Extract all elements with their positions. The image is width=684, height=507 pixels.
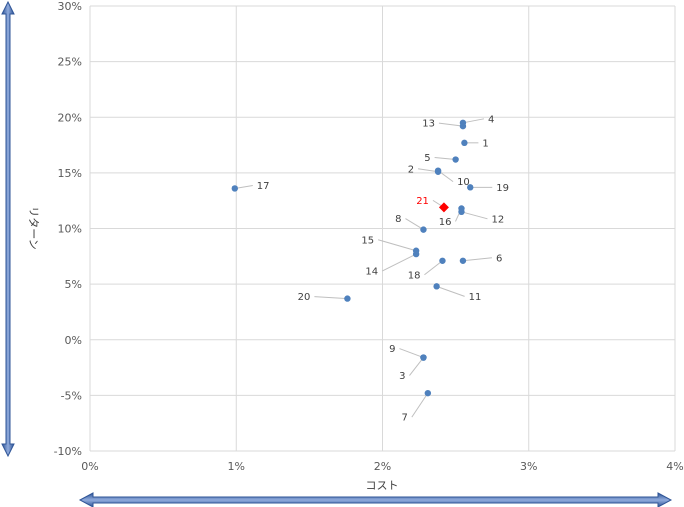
y-axis-double-arrow xyxy=(1,0,15,458)
leader-line xyxy=(377,239,417,252)
data-label-17: 17 xyxy=(257,181,270,192)
leader-line xyxy=(462,118,485,124)
leader-line xyxy=(461,211,488,220)
y-tick-labels: 30% 25% 20% 15% 10% 5% 0% -5% -10% xyxy=(54,0,82,458)
x-tick-label: 2% xyxy=(374,460,391,473)
data-label-1: 1 xyxy=(482,138,488,149)
data-point-9 xyxy=(420,354,427,361)
data-point-20 xyxy=(344,295,351,302)
leader-line xyxy=(434,157,456,161)
leader-line xyxy=(462,257,492,262)
data-point-19 xyxy=(467,184,474,191)
x-tick-label: 3% xyxy=(520,460,537,473)
leader-line xyxy=(411,392,429,418)
data-point-17 xyxy=(231,185,238,192)
data-points xyxy=(231,119,474,397)
leader-line xyxy=(424,260,443,276)
y-axis-title: リターン xyxy=(27,206,40,249)
data-label-12: 12 xyxy=(491,214,504,225)
data-label-8: 8 xyxy=(395,214,401,225)
x-axis-title: コスト xyxy=(366,479,399,492)
x-axis-double-arrow xyxy=(78,492,673,507)
data-point-5 xyxy=(452,156,459,163)
y-tick-label: 0% xyxy=(65,334,82,347)
data-label-21: 21 xyxy=(416,196,429,207)
x-tick-labels: 0% 1% 2% 3% 4% xyxy=(81,460,683,473)
y-tick-label: 20% xyxy=(58,111,82,124)
data-label-10: 10 xyxy=(457,177,470,188)
data-label-13: 13 xyxy=(422,119,435,130)
data-label-18: 18 xyxy=(408,270,421,281)
gridlines xyxy=(89,5,676,452)
data-label-3: 3 xyxy=(399,371,405,382)
leader-line xyxy=(438,122,463,127)
x-tick-label: 1% xyxy=(228,460,245,473)
data-label-15: 15 xyxy=(361,235,374,246)
data-label-14: 14 xyxy=(365,267,378,278)
data-point-8 xyxy=(420,226,427,233)
leader-line xyxy=(436,285,465,297)
data-point-6 xyxy=(459,257,467,264)
data-label-19: 19 xyxy=(496,183,509,194)
highlight-point-21 xyxy=(438,202,449,213)
y-tick-label: 10% xyxy=(58,223,82,236)
y-tick-label: 5% xyxy=(65,278,82,291)
data-label-7: 7 xyxy=(401,413,407,424)
data-label-4: 4 xyxy=(488,114,494,125)
data-point-1 xyxy=(461,139,468,147)
data-label-9: 9 xyxy=(389,344,395,355)
data-label-5: 5 xyxy=(424,153,430,164)
y-tick-label: -10% xyxy=(54,445,82,458)
leader-line xyxy=(405,218,424,231)
data-label-2: 2 xyxy=(408,164,414,175)
data-point-13 xyxy=(459,122,467,130)
data-label-20: 20 xyxy=(298,292,311,303)
data-label-6: 6 xyxy=(496,253,502,264)
leader-line xyxy=(418,168,439,173)
data-point-11 xyxy=(433,283,440,290)
data-label-11: 11 xyxy=(469,292,482,303)
leader-line xyxy=(314,296,348,300)
leader-lines xyxy=(234,118,493,418)
data-point-10 xyxy=(434,167,442,174)
x-tick-label: 0% xyxy=(81,460,98,473)
y-tick-label: 30% xyxy=(58,0,82,13)
data-label-16: 16 xyxy=(439,217,452,228)
leader-line xyxy=(381,253,417,272)
y-tick-label: -5% xyxy=(61,389,82,402)
y-tick-label: 15% xyxy=(58,167,82,180)
x-tick-label: 4% xyxy=(666,460,683,473)
leader-line xyxy=(399,348,424,359)
data-point-7 xyxy=(424,389,432,397)
leader-line xyxy=(409,357,424,376)
y-tick-label: 25% xyxy=(58,56,82,69)
data-point-18 xyxy=(439,257,446,264)
data-point-15 xyxy=(412,247,420,254)
data-point-16 xyxy=(458,205,465,212)
